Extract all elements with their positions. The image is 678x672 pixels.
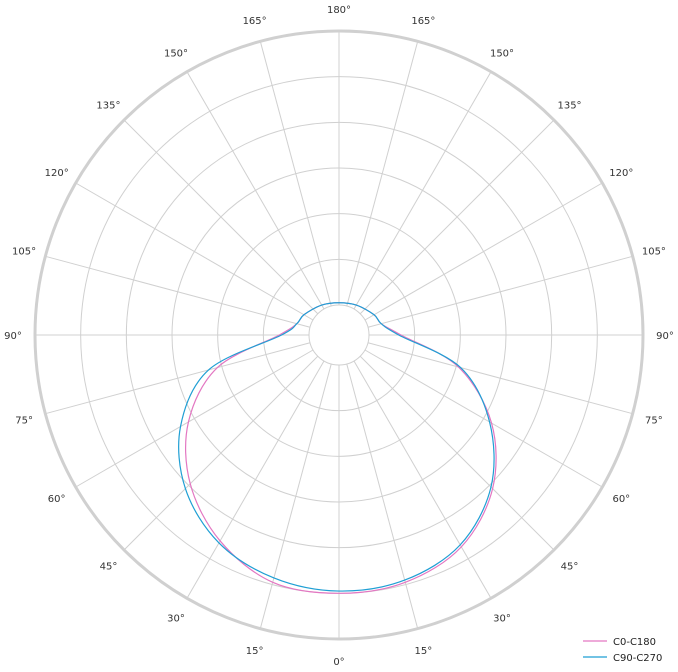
angle-label-180: 180° (327, 5, 351, 16)
angle-label-120: 120° (609, 168, 633, 179)
angle-label-165: 165° (411, 16, 435, 27)
angle-label-240: 120° (45, 168, 69, 179)
legend-label-c90-c270: C90-C270 (613, 653, 662, 664)
polar-grid (33, 29, 645, 641)
outer-frame (33, 29, 645, 641)
angle-label-90: 90° (656, 331, 674, 342)
angle-label-195: 165° (243, 16, 267, 27)
angle-label-285: 75° (15, 415, 33, 426)
angle-label-255: 105° (12, 247, 36, 258)
angle-label-105: 105° (642, 247, 666, 258)
angle-tick-labels: 0° 15° 30° 45° 60° 75° 90° 105° 120° 135° 150° 165°… (4, 5, 674, 668)
angle-label-270: 90° (4, 331, 22, 342)
angle-label-15: 15° (415, 646, 433, 657)
angle-label-315: 45° (100, 562, 118, 573)
angle-label-0: 0° (333, 657, 344, 668)
angle-label-345: 15° (246, 646, 264, 657)
series-line-c0-c180 (185, 302, 497, 594)
angle-label-45: 45° (561, 562, 579, 573)
angle-label-225: 135° (96, 100, 120, 111)
angle-label-75: 75° (645, 415, 663, 426)
angle-label-30: 30° (493, 613, 511, 624)
angle-label-135: 135° (557, 100, 581, 111)
legend: C0-C180 C90-C270 (583, 637, 662, 664)
legend-label-c0-c180: C0-C180 (613, 637, 656, 648)
series-line-c90-c270 (178, 302, 495, 592)
angle-label-60: 60° (612, 494, 630, 505)
angle-label-300: 60° (48, 494, 66, 505)
series-layer (178, 302, 497, 594)
grid-ring-4 (125, 121, 553, 549)
grid-ring-3 (171, 167, 507, 503)
angle-label-210: 150° (164, 49, 188, 60)
grid-ring-1 (262, 258, 416, 412)
grid-ring-2 (217, 213, 461, 457)
angle-label-330: 30° (167, 613, 185, 624)
grid-ring-0 (308, 304, 370, 366)
angle-label-150: 150° (490, 49, 514, 60)
